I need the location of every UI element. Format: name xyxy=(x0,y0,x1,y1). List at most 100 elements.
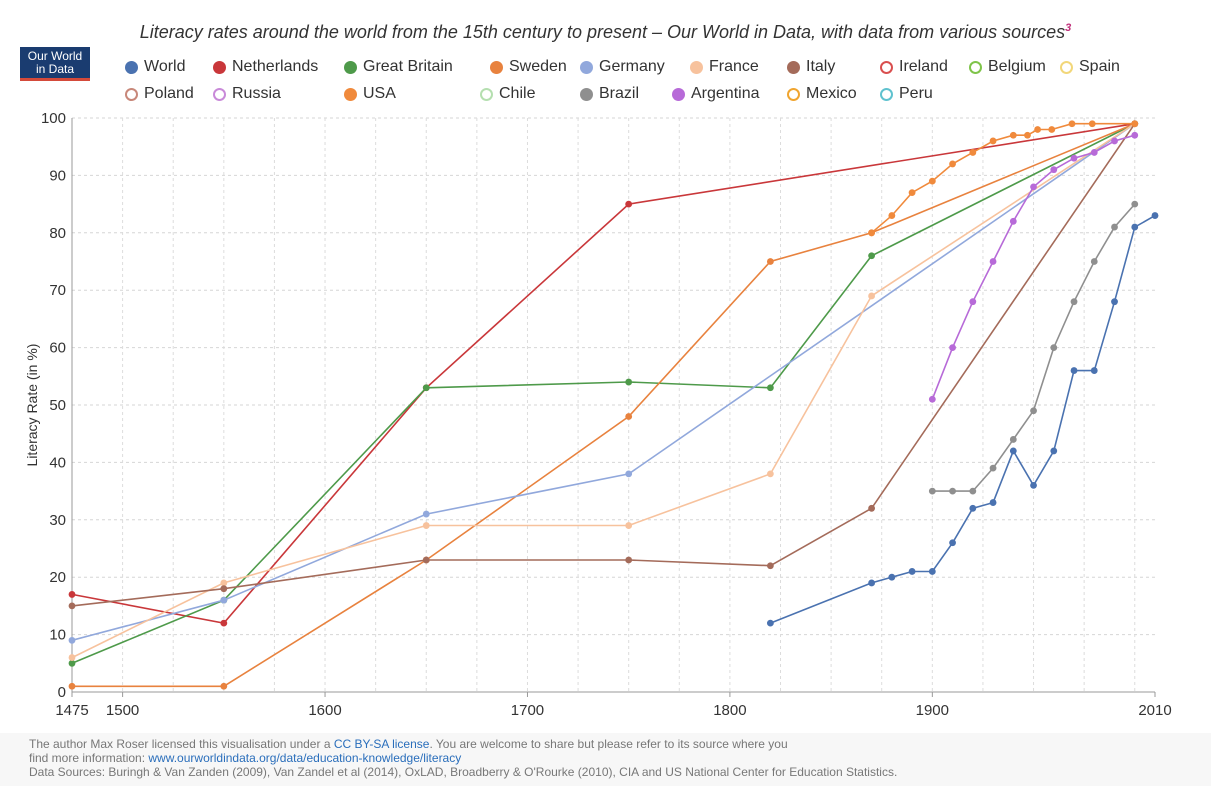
series-netherlands[interactable] xyxy=(68,120,1139,627)
data-point[interactable] xyxy=(1070,154,1078,162)
data-point[interactable] xyxy=(220,596,228,604)
data-point[interactable] xyxy=(422,384,430,392)
data-point[interactable] xyxy=(928,177,936,185)
data-point[interactable] xyxy=(422,510,430,518)
data-point[interactable] xyxy=(949,160,956,168)
legend-item-peru[interactable]: Peru xyxy=(880,85,933,103)
legend-item-mexico[interactable]: Mexico xyxy=(787,85,857,103)
legend-item-world[interactable]: World xyxy=(125,58,186,76)
legend-item-great-britain[interactable]: Great Britain xyxy=(344,58,453,76)
series-line[interactable] xyxy=(72,122,1136,688)
series-line[interactable] xyxy=(71,122,1136,665)
legend-item-ireland[interactable]: Ireland xyxy=(880,58,948,76)
data-point[interactable] xyxy=(1009,217,1017,225)
data-point[interactable] xyxy=(888,212,896,219)
data-point[interactable] xyxy=(969,149,977,156)
series-line[interactable] xyxy=(71,122,1135,624)
data-point[interactable] xyxy=(766,384,774,392)
legend-item-germany[interactable]: Germany xyxy=(580,58,665,76)
data-point[interactable] xyxy=(766,470,774,478)
series-line[interactable] xyxy=(71,123,1136,607)
legend-item-chile[interactable]: Chile xyxy=(480,85,535,103)
data-point[interactable] xyxy=(1131,200,1139,208)
data-point[interactable] xyxy=(1030,481,1037,489)
data-point[interactable] xyxy=(1009,436,1017,443)
data-point[interactable] xyxy=(68,654,76,661)
data-point[interactable] xyxy=(949,539,956,547)
data-point[interactable] xyxy=(928,395,936,403)
data-point[interactable] xyxy=(625,413,633,420)
source-footnote-marker[interactable]: 3 xyxy=(1065,22,1072,34)
legend-item-brazil[interactable]: Brazil xyxy=(580,85,639,103)
data-point[interactable] xyxy=(1151,212,1159,219)
data-point[interactable] xyxy=(625,522,633,529)
data-point[interactable] xyxy=(1131,131,1139,139)
data-point[interactable] xyxy=(422,556,430,564)
data-point[interactable] xyxy=(989,464,997,472)
data-point[interactable] xyxy=(969,504,977,512)
data-point[interactable] xyxy=(1050,166,1058,174)
data-point[interactable] xyxy=(1050,344,1058,351)
series-great-britain[interactable] xyxy=(68,120,1139,667)
data-point[interactable] xyxy=(1048,126,1056,133)
data-point[interactable] xyxy=(1034,126,1041,133)
data-point[interactable] xyxy=(1030,183,1037,191)
legend-item-usa[interactable]: USA xyxy=(344,85,396,103)
data-point[interactable] xyxy=(888,573,896,581)
legend-item-sweden[interactable]: Sweden xyxy=(490,58,567,76)
data-point[interactable] xyxy=(969,487,977,495)
series-italy[interactable] xyxy=(68,120,1139,610)
series-line[interactable] xyxy=(770,214,1156,624)
data-point[interactable] xyxy=(868,504,875,512)
data-point[interactable] xyxy=(989,137,997,145)
legend-item-belgium[interactable]: Belgium xyxy=(969,58,1046,76)
series-line[interactable] xyxy=(871,122,1135,234)
data-point[interactable] xyxy=(625,378,633,386)
data-point[interactable] xyxy=(625,200,633,208)
data-point[interactable] xyxy=(68,636,76,644)
legend-item-argentina[interactable]: Argentina xyxy=(672,85,760,103)
data-point[interactable] xyxy=(1024,131,1031,139)
data-point[interactable] xyxy=(1111,223,1118,231)
data-point[interactable] xyxy=(625,470,633,478)
legend-item-france[interactable]: France xyxy=(690,58,759,76)
data-point[interactable] xyxy=(1111,298,1118,306)
data-point[interactable] xyxy=(1090,258,1098,265)
data-point[interactable] xyxy=(1068,120,1076,128)
data-point[interactable] xyxy=(989,258,997,265)
owid-logo[interactable]: Our World in Data xyxy=(20,47,90,81)
data-point[interactable] xyxy=(1050,447,1058,455)
legend-item-netherlands[interactable]: Netherlands xyxy=(213,58,318,76)
license-link[interactable]: CC BY-SA license xyxy=(333,737,430,751)
data-point[interactable] xyxy=(68,591,76,598)
data-point[interactable] xyxy=(1070,367,1078,374)
legend-item-russia[interactable]: Russia xyxy=(213,85,281,103)
data-point[interactable] xyxy=(1088,120,1096,128)
data-point[interactable] xyxy=(949,487,956,495)
data-point[interactable] xyxy=(868,252,875,260)
data-point[interactable] xyxy=(766,562,774,570)
data-point[interactable] xyxy=(1009,131,1017,139)
data-point[interactable] xyxy=(1030,407,1037,415)
data-point[interactable] xyxy=(868,229,875,237)
data-point[interactable] xyxy=(1009,447,1017,455)
data-point[interactable] xyxy=(68,659,76,667)
data-point[interactable] xyxy=(68,602,76,610)
legend-item-italy[interactable]: Italy xyxy=(787,58,835,76)
data-point[interactable] xyxy=(1090,367,1098,374)
data-point[interactable] xyxy=(1131,120,1139,128)
series-world[interactable] xyxy=(766,212,1159,627)
data-point[interactable] xyxy=(949,344,956,351)
data-point[interactable] xyxy=(989,499,997,506)
data-point[interactable] xyxy=(928,487,936,495)
data-point[interactable] xyxy=(868,579,875,587)
data-point[interactable] xyxy=(220,585,228,593)
data-point[interactable] xyxy=(928,568,936,575)
data-point[interactable] xyxy=(868,292,875,300)
info-link[interactable]: www.ourworldindata.org/data/education-kn… xyxy=(148,751,462,765)
data-point[interactable] xyxy=(908,189,916,197)
series-argentina[interactable] xyxy=(928,131,1139,403)
series-france[interactable] xyxy=(68,120,1139,661)
data-point[interactable] xyxy=(766,258,774,265)
data-point[interactable] xyxy=(969,298,977,306)
